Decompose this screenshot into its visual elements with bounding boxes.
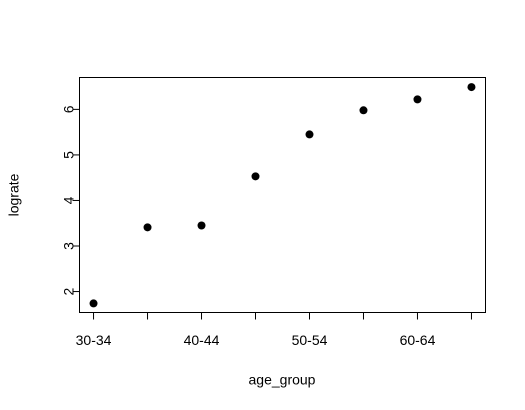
point	[89, 299, 98, 308]
point	[305, 130, 314, 139]
x-tick-label: 40-44	[184, 332, 220, 348]
point	[359, 106, 368, 115]
y-tick-label: 5	[61, 151, 77, 159]
point	[197, 221, 206, 230]
x-axis-label: age_group	[249, 372, 316, 388]
y-tick-label: 2	[61, 287, 77, 295]
y-tick-label: 4	[61, 196, 77, 204]
x-tick-label: 50-54	[292, 332, 328, 348]
point	[413, 95, 422, 104]
x-tick-label: 60-64	[400, 332, 436, 348]
y-axis-label: lograte	[6, 173, 22, 216]
point	[251, 172, 260, 181]
x-tick-label: 30-34	[76, 332, 112, 348]
y-tick-label: 6	[61, 105, 77, 113]
y-tick-label: 3	[61, 242, 77, 250]
point	[143, 223, 152, 232]
point	[467, 83, 476, 92]
plot-frame	[79, 77, 486, 313]
